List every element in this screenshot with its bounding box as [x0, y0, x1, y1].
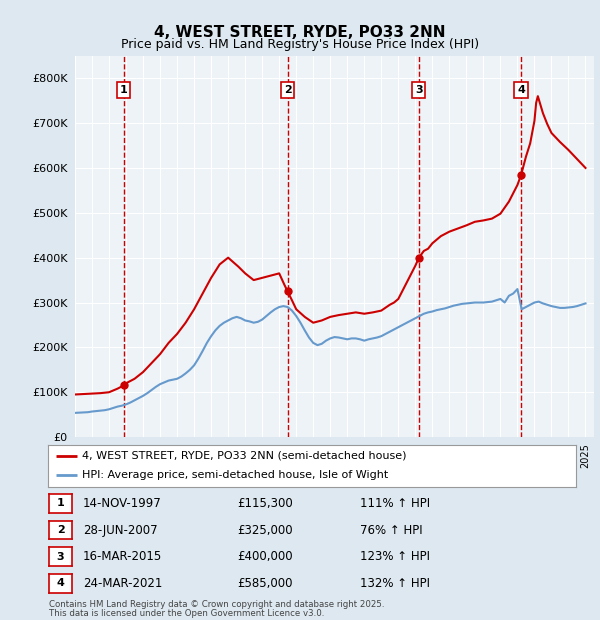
Text: HPI: Average price, semi-detached house, Isle of Wight: HPI: Average price, semi-detached house,… [82, 471, 389, 480]
Text: Contains HM Land Registry data © Crown copyright and database right 2025.: Contains HM Land Registry data © Crown c… [49, 600, 385, 609]
Text: 2: 2 [57, 525, 64, 535]
Text: Price paid vs. HM Land Registry's House Price Index (HPI): Price paid vs. HM Land Registry's House … [121, 38, 479, 51]
Text: £585,000: £585,000 [237, 577, 293, 590]
Text: 76% ↑ HPI: 76% ↑ HPI [360, 524, 422, 536]
Text: 24-MAR-2021: 24-MAR-2021 [83, 577, 162, 590]
Text: 14-NOV-1997: 14-NOV-1997 [83, 497, 161, 510]
Text: This data is licensed under the Open Government Licence v3.0.: This data is licensed under the Open Gov… [49, 608, 325, 618]
Text: 3: 3 [415, 85, 423, 95]
Text: 16-MAR-2015: 16-MAR-2015 [83, 551, 162, 563]
Text: 2: 2 [284, 85, 292, 95]
Text: 111% ↑ HPI: 111% ↑ HPI [360, 497, 430, 510]
Text: 1: 1 [57, 498, 64, 508]
Text: 1: 1 [120, 85, 128, 95]
Text: 4: 4 [56, 578, 65, 588]
Text: £325,000: £325,000 [237, 524, 293, 536]
Text: 4, WEST STREET, RYDE, PO33 2NN: 4, WEST STREET, RYDE, PO33 2NN [154, 25, 446, 40]
Text: £115,300: £115,300 [237, 497, 293, 510]
Text: £400,000: £400,000 [237, 551, 293, 563]
Text: 132% ↑ HPI: 132% ↑ HPI [360, 577, 430, 590]
Text: 4: 4 [517, 85, 525, 95]
Text: 28-JUN-2007: 28-JUN-2007 [83, 524, 157, 536]
Text: 4, WEST STREET, RYDE, PO33 2NN (semi-detached house): 4, WEST STREET, RYDE, PO33 2NN (semi-det… [82, 451, 407, 461]
Text: 123% ↑ HPI: 123% ↑ HPI [360, 551, 430, 563]
Text: 3: 3 [57, 552, 64, 562]
